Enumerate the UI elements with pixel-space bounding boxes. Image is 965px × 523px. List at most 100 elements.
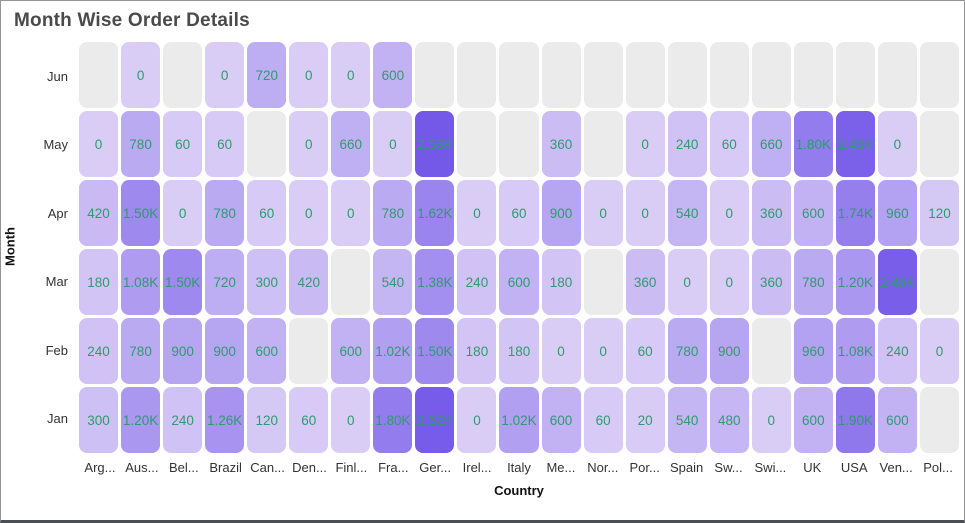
heatmap-cell[interactable]: 240 — [667, 111, 707, 177]
heatmap-cell[interactable]: 900 — [541, 180, 581, 246]
heatmap-cell[interactable]: 2.46K — [877, 249, 917, 315]
heatmap-cell[interactable]: 1.50K — [163, 249, 203, 315]
heatmap-cell[interactable]: 20 — [625, 387, 665, 453]
heatmap-cell[interactable] — [457, 111, 497, 177]
heatmap-cell[interactable]: 0 — [331, 42, 371, 108]
heatmap-cell[interactable]: 0 — [121, 42, 161, 108]
heatmap-cell[interactable]: 0 — [457, 387, 497, 453]
heatmap-cell[interactable]: 360 — [541, 111, 581, 177]
heatmap-cell[interactable]: 1.50K — [121, 180, 161, 246]
heatmap-cell[interactable] — [709, 42, 749, 108]
heatmap-cell[interactable]: 60 — [583, 387, 623, 453]
heatmap-cell[interactable]: 660 — [331, 111, 371, 177]
heatmap-cell[interactable]: 960 — [793, 318, 833, 384]
heatmap-cell[interactable]: 540 — [373, 249, 413, 315]
heatmap-cell[interactable] — [79, 42, 119, 108]
heatmap-cell[interactable]: 1.62K — [415, 180, 455, 246]
heatmap-cell[interactable]: 600 — [877, 387, 917, 453]
heatmap-cell[interactable] — [499, 42, 539, 108]
heatmap-cell[interactable]: 240 — [163, 387, 203, 453]
heatmap-cell[interactable]: 900 — [205, 318, 245, 384]
heatmap-cell[interactable]: 0 — [289, 180, 329, 246]
heatmap-cell[interactable] — [919, 249, 959, 315]
heatmap-cell[interactable]: 780 — [121, 318, 161, 384]
heatmap-cell[interactable]: 1.08K — [121, 249, 161, 315]
heatmap-cell[interactable]: 60 — [163, 111, 203, 177]
heatmap-cell[interactable] — [583, 111, 623, 177]
heatmap-cell[interactable] — [247, 111, 287, 177]
heatmap-cell[interactable]: 60 — [499, 180, 539, 246]
heatmap-cell[interactable]: 0 — [331, 387, 371, 453]
heatmap-cell[interactable]: 600 — [331, 318, 371, 384]
heatmap-cell[interactable]: 0 — [331, 180, 371, 246]
heatmap-cell[interactable] — [835, 42, 875, 108]
heatmap-cell[interactable]: 0 — [289, 42, 329, 108]
heatmap-cell[interactable] — [457, 42, 497, 108]
heatmap-cell[interactable]: 720 — [205, 249, 245, 315]
heatmap-cell[interactable]: 0 — [583, 318, 623, 384]
heatmap-cell[interactable]: 540 — [667, 387, 707, 453]
heatmap-cell[interactable] — [877, 42, 917, 108]
heatmap-cell[interactable] — [163, 42, 203, 108]
heatmap-cell[interactable]: 240 — [877, 318, 917, 384]
heatmap-cell[interactable]: 0 — [289, 111, 329, 177]
heatmap-cell[interactable]: 240 — [79, 318, 119, 384]
heatmap-cell[interactable] — [919, 387, 959, 453]
heatmap-cell[interactable]: 1.50K — [415, 318, 455, 384]
heatmap-cell[interactable]: 360 — [751, 180, 791, 246]
heatmap-cell[interactable]: 0 — [205, 42, 245, 108]
heatmap-cell[interactable]: 0 — [667, 249, 707, 315]
heatmap-cell[interactable]: 0 — [751, 387, 791, 453]
heatmap-cell[interactable]: 360 — [625, 249, 665, 315]
heatmap-cell[interactable]: 1.74K — [835, 180, 875, 246]
heatmap-cell[interactable]: 540 — [667, 180, 707, 246]
heatmap-cell[interactable] — [751, 42, 791, 108]
heatmap-cell[interactable]: 780 — [121, 111, 161, 177]
heatmap-cell[interactable]: 780 — [793, 249, 833, 315]
heatmap-cell[interactable]: 780 — [373, 180, 413, 246]
heatmap-cell[interactable] — [919, 111, 959, 177]
heatmap-cell[interactable]: 2.52K — [415, 387, 455, 453]
heatmap-cell[interactable] — [415, 42, 455, 108]
heatmap-cell[interactable]: 60 — [709, 111, 749, 177]
heatmap-cell[interactable]: 0 — [457, 180, 497, 246]
heatmap-cell[interactable]: 600 — [247, 318, 287, 384]
heatmap-cell[interactable] — [751, 318, 791, 384]
heatmap-cell[interactable] — [499, 111, 539, 177]
heatmap-cell[interactable]: 300 — [79, 387, 119, 453]
heatmap-cell[interactable]: 900 — [709, 318, 749, 384]
heatmap-cell[interactable]: 900 — [163, 318, 203, 384]
heatmap-cell[interactable]: 0 — [877, 111, 917, 177]
heatmap-cell[interactable]: 1.02K — [499, 387, 539, 453]
heatmap-cell[interactable]: 60 — [205, 111, 245, 177]
heatmap-cell[interactable]: 60 — [289, 387, 329, 453]
heatmap-cell[interactable]: 420 — [79, 180, 119, 246]
heatmap-cell[interactable]: 600 — [499, 249, 539, 315]
heatmap-cell[interactable]: 0 — [625, 111, 665, 177]
heatmap-cell[interactable]: 1.08K — [835, 318, 875, 384]
heatmap-cell[interactable]: 420 — [289, 249, 329, 315]
heatmap-cell[interactable]: 180 — [457, 318, 497, 384]
heatmap-cell[interactable]: 780 — [205, 180, 245, 246]
heatmap-cell[interactable]: 780 — [667, 318, 707, 384]
heatmap-cell[interactable]: 300 — [247, 249, 287, 315]
heatmap-cell[interactable]: 1.26K — [205, 387, 245, 453]
heatmap-cell[interactable] — [793, 42, 833, 108]
heatmap-cell[interactable]: 2.40K — [835, 111, 875, 177]
heatmap-cell[interactable]: 240 — [457, 249, 497, 315]
heatmap-cell[interactable]: 0 — [625, 180, 665, 246]
heatmap-cell[interactable] — [331, 249, 371, 315]
heatmap-cell[interactable]: 600 — [541, 387, 581, 453]
heatmap-cell[interactable]: 1.20K — [121, 387, 161, 453]
heatmap-cell[interactable]: 1.80K — [373, 387, 413, 453]
heatmap-cell[interactable]: 0 — [79, 111, 119, 177]
heatmap-cell[interactable]: 2.58K — [415, 111, 455, 177]
heatmap-cell[interactable]: 1.02K — [373, 318, 413, 384]
heatmap-cell[interactable]: 600 — [793, 387, 833, 453]
heatmap-cell[interactable]: 60 — [247, 180, 287, 246]
heatmap-cell[interactable] — [667, 42, 707, 108]
heatmap-cell[interactable]: 1.38K — [415, 249, 455, 315]
heatmap-cell[interactable]: 360 — [751, 249, 791, 315]
heatmap-cell[interactable]: 720 — [247, 42, 287, 108]
heatmap-cell[interactable]: 120 — [247, 387, 287, 453]
